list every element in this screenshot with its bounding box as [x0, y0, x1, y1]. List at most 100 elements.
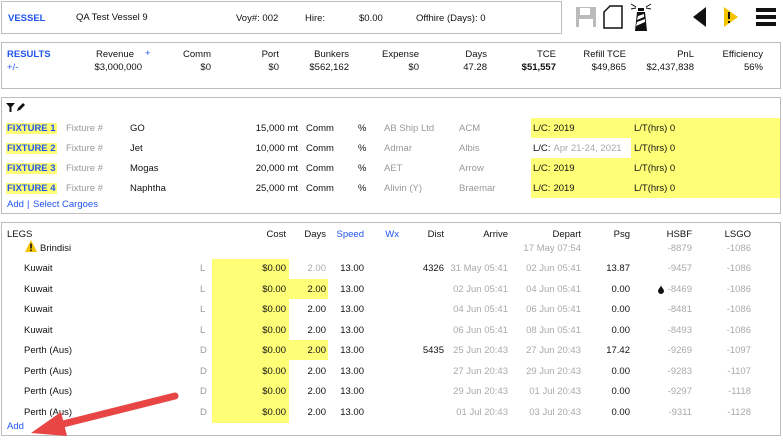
add-fixture-link[interactable]: Add	[7, 199, 24, 210]
comm-percent[interactable]: %	[358, 183, 367, 194]
results-value-days[interactable]: 47.28	[463, 62, 487, 73]
fixture-label[interactable]: FIXTURE 1	[6, 123, 57, 134]
leg-port[interactable]: Perth (Aus)	[24, 365, 73, 377]
results-value-pnl[interactable]: $2,437,838	[646, 62, 694, 73]
leg-days[interactable]: 2.00	[307, 406, 327, 418]
charterer[interactable]: AB Ship Ltd	[384, 123, 435, 134]
cargo-name[interactable]: Naphtha	[130, 183, 166, 194]
leg-days[interactable]: 2.00	[307, 345, 327, 356]
laycan[interactable]: L/C: Apr 21-24, 2021	[533, 143, 622, 154]
comm-percent[interactable]: %	[358, 143, 367, 154]
lighthouse-icon[interactable]	[627, 2, 655, 32]
fixture-label[interactable]: FIXTURE 4	[6, 183, 57, 194]
select-cargoes-link[interactable]: Select Cargoes	[33, 199, 98, 210]
laycan-value[interactable]: 2019	[553, 123, 575, 134]
revenue-plus-button[interactable]: +	[145, 48, 151, 59]
back-arrow-icon[interactable]	[692, 6, 708, 28]
laycan[interactable]: L/C: 2019	[533, 123, 575, 134]
broker[interactable]: Arrow	[459, 163, 484, 174]
leg-port[interactable]: Kuwait	[24, 263, 53, 274]
laytime[interactable]: L/T(hrs) 0	[634, 163, 676, 174]
leg-days[interactable]: 2.00	[307, 365, 327, 377]
results-value-comm[interactable]: $0	[200, 62, 211, 73]
vessel-label[interactable]: VESSEL	[8, 13, 46, 24]
leg-port[interactable]: Kuwait	[24, 324, 53, 336]
leg-speed[interactable]: 13.00	[340, 406, 364, 418]
leg-speed[interactable]: 13.00	[340, 386, 364, 397]
save-icon[interactable]	[575, 6, 597, 28]
charterer[interactable]: Alivin (Y)	[384, 183, 423, 194]
cargo-quantity[interactable]: 15,000 mt	[255, 123, 298, 134]
leg-speed[interactable]: 13.00	[340, 304, 364, 315]
cargo-name[interactable]: Jet	[130, 143, 143, 154]
leg-cost[interactable]: $0.00	[262, 283, 286, 295]
results-value-expense[interactable]: $0	[408, 62, 419, 73]
leg-hsbf: -8493	[667, 324, 692, 336]
leg-port[interactable]: Perth (Aus)	[24, 345, 73, 356]
plusminus-link[interactable]: +/-	[7, 62, 19, 73]
charterer[interactable]: AET	[384, 163, 403, 174]
leg-days[interactable]: 2.00	[307, 324, 327, 336]
laycan-value[interactable]: 2019	[553, 183, 575, 194]
results-value-bunkers[interactable]: $562,162	[309, 62, 349, 73]
cargo-quantity[interactable]: 20,000 mt	[255, 163, 298, 174]
laytime[interactable]: L/T(hrs) 0	[634, 143, 676, 154]
leg-port[interactable]: Perth (Aus)	[24, 386, 73, 397]
cargo-name[interactable]: GO	[130, 123, 145, 134]
cargo-quantity[interactable]: 25,000 mt	[255, 183, 298, 194]
warning-next-icon[interactable]	[723, 6, 739, 28]
broker[interactable]: Albis	[459, 143, 480, 154]
leg-port[interactable]: Perth (Aus)	[24, 406, 73, 418]
results-value-refill-tce[interactable]: $49,865	[591, 62, 626, 73]
hire-value[interactable]: $0.00	[359, 13, 383, 24]
results-value-revenue[interactable]: $3,000,000	[94, 62, 142, 73]
leg-cost[interactable]: $0.00	[262, 406, 286, 418]
fixture-label[interactable]: FIXTURE 2	[6, 143, 57, 154]
leg-speed[interactable]: 13.00	[340, 263, 364, 274]
leg-cost[interactable]: $0.00	[262, 365, 286, 377]
offhire-days[interactable]: Offhire (Days): 0	[416, 13, 486, 24]
leg-days[interactable]: 2.00	[307, 304, 327, 315]
leg-cost[interactable]: $0.00	[262, 345, 286, 356]
leg-days[interactable]: 2.00	[307, 283, 327, 295]
pencil-icon[interactable]	[16, 103, 25, 112]
new-document-icon[interactable]	[603, 5, 623, 29]
filter-icon[interactable]	[6, 103, 15, 112]
laycan[interactable]: L/C: 2019	[533, 183, 575, 194]
results-value-port[interactable]: $0	[268, 62, 279, 73]
broker[interactable]: ACM	[459, 123, 481, 134]
leg-days[interactable]: 2.00	[307, 263, 327, 274]
leg-cost[interactable]: $0.00	[262, 304, 286, 315]
cargo-quantity[interactable]: 10,000 mt	[255, 143, 298, 154]
leg-speed[interactable]: 13.00	[340, 324, 364, 336]
leg-speed[interactable]: 13.00	[340, 345, 364, 356]
leg-cost[interactable]: $0.00	[262, 324, 286, 336]
header-speed[interactable]: Speed	[336, 229, 364, 240]
laytime[interactable]: L/T(hrs) 0	[634, 183, 676, 194]
fixture-label[interactable]: FIXTURE 3	[6, 163, 57, 174]
header-wx[interactable]: Wx	[385, 229, 399, 240]
broker[interactable]: Braemar	[459, 183, 496, 194]
leg-cost[interactable]: $0.00	[262, 263, 286, 274]
comm-percent[interactable]: %	[358, 123, 367, 134]
charterer[interactable]: Admar	[384, 143, 412, 154]
comm-percent[interactable]: %	[358, 163, 367, 174]
results-value-tce[interactable]: $51,557	[521, 62, 556, 73]
leg-port[interactable]: Kuwait	[24, 304, 53, 315]
leg-port[interactable]: Kuwait	[24, 283, 53, 295]
menu-icon[interactable]	[756, 7, 776, 27]
leg-speed[interactable]: 13.00	[340, 283, 364, 295]
leg-days[interactable]: 2.00	[307, 386, 327, 397]
start-port[interactable]: Brindisi	[40, 243, 72, 254]
vessel-name[interactable]: QA Test Vessel 9	[76, 12, 148, 23]
leg-arrive: 27 Jun 20:43	[453, 365, 508, 377]
leg-cost[interactable]: $0.00	[262, 386, 286, 397]
results-value-efficiency[interactable]: 56%	[743, 62, 763, 73]
laytime[interactable]: L/T(hrs) 0	[634, 123, 676, 134]
laycan-value[interactable]: 2019	[553, 163, 575, 174]
laycan[interactable]: L/C: 2019	[533, 163, 575, 174]
leg-speed[interactable]: 13.00	[340, 365, 364, 377]
cargo-name[interactable]: Mogas	[130, 163, 159, 174]
add-leg-link[interactable]: Add	[7, 421, 24, 432]
laycan-value[interactable]: Apr 21-24, 2021	[553, 143, 622, 154]
